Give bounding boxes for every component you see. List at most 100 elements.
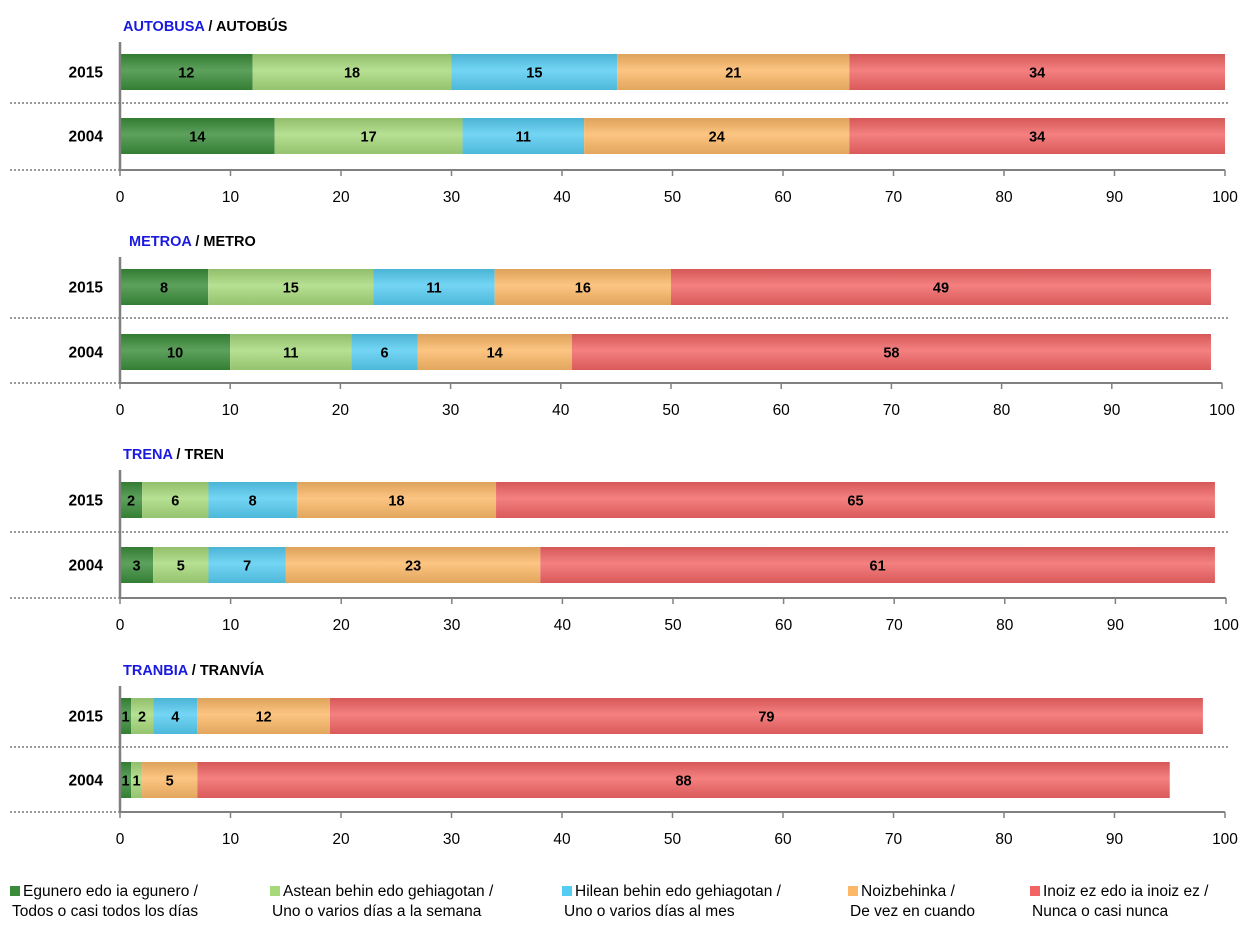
chart-title: TRENA / TREN <box>123 447 224 463</box>
bar-segment-egunero <box>120 762 132 798</box>
data-label: 6 <box>171 494 179 510</box>
x-tick-label: 90 <box>1103 402 1121 419</box>
x-tick-label: 20 <box>332 402 350 419</box>
data-label: 12 <box>256 710 272 726</box>
x-tick-label: 0 <box>116 617 125 634</box>
category-label: 2004 <box>69 129 104 146</box>
bar-segment-egunero <box>120 54 253 90</box>
data-label: 24 <box>709 130 725 146</box>
data-label: 79 <box>758 710 774 726</box>
data-label: 7 <box>243 559 251 575</box>
data-label: 4 <box>171 710 179 726</box>
square-swatch-icon <box>562 886 572 896</box>
legend-text-line-1: Egunero edo ia egunero / <box>23 883 198 900</box>
x-tick-label: 60 <box>773 402 791 419</box>
chart-title-eu: TRENA <box>123 447 173 463</box>
x-tick-label: 50 <box>664 617 682 634</box>
data-label: 15 <box>283 281 299 297</box>
bar-segment-egunero <box>120 698 132 734</box>
chart-title-separator: / <box>191 234 203 250</box>
x-tick-label: 30 <box>443 617 461 634</box>
chart-title-es: TRANVÍA <box>200 662 265 679</box>
x-tick-label: 60 <box>774 831 792 848</box>
bar-segment-hilean <box>208 547 286 583</box>
x-tick-label: 10 <box>222 831 240 848</box>
bar-segment-inoiz <box>540 547 1215 583</box>
bar-segment-hilean <box>373 269 495 305</box>
data-label: 14 <box>189 130 205 146</box>
chart-title-separator: / <box>204 19 216 35</box>
chart-title-es: METRO <box>203 234 255 250</box>
category-label: 2015 <box>69 280 104 297</box>
x-tick-label: 40 <box>553 831 571 848</box>
bar-segment-astean <box>208 269 374 305</box>
bar-segment-noizbehinka <box>617 54 850 90</box>
chart-title-eu: METROA <box>129 234 192 250</box>
chart-title-separator: / <box>188 663 200 679</box>
bar-segment-inoiz <box>329 698 1203 734</box>
x-tick-label: 0 <box>116 831 125 848</box>
bar-segment-inoiz <box>849 54 1225 90</box>
bar-segment-astean <box>252 54 452 90</box>
data-label: 10 <box>167 346 183 362</box>
x-tick-label: 70 <box>885 831 903 848</box>
x-tick-label: 30 <box>443 831 461 848</box>
chart-title-es: AUTOBÚS <box>216 17 288 35</box>
legend: Egunero edo ia egunero / Todos o casi tod… <box>0 882 1246 927</box>
x-tick-label: 0 <box>116 189 125 206</box>
x-tick-label: 80 <box>993 402 1011 419</box>
legend-text-line-1: Hilean behin edo gehiagotan / <box>575 883 781 900</box>
bar-segment-inoiz <box>849 118 1225 154</box>
square-swatch-icon <box>1030 886 1040 896</box>
category-label: 2004 <box>69 345 104 362</box>
x-tick-label: 50 <box>662 402 680 419</box>
x-tick-label: 90 <box>1106 189 1124 206</box>
legend-line-1: Inoiz ez edo ia inoiz ez / <box>1030 882 1208 902</box>
legend-text-line-1: Inoiz ez edo ia inoiz ez / <box>1043 883 1209 900</box>
legend-text-line-2: Uno o varios días a la semana <box>272 903 482 920</box>
bar-segment-egunero <box>120 118 275 154</box>
bar-segment-egunero <box>120 547 154 583</box>
x-tick-label: 60 <box>774 189 792 206</box>
data-label: 61 <box>870 559 886 575</box>
x-tick-label: 40 <box>554 617 572 634</box>
bar-segment-inoiz <box>197 762 1170 798</box>
legend-text-line-2: De vez en cuando <box>850 903 975 920</box>
x-tick-label: 40 <box>552 402 570 419</box>
chart-title-separator: / <box>172 447 184 463</box>
data-label: 14 <box>487 346 503 362</box>
category-label: 2004 <box>69 773 104 790</box>
x-tick-label: 90 <box>1107 617 1125 634</box>
chart-title: METROA / METRO <box>129 234 256 250</box>
bar-segment-hilean <box>208 482 297 518</box>
square-swatch-icon <box>848 886 858 896</box>
x-tick-label: 10 <box>222 617 240 634</box>
data-label: 15 <box>526 66 542 82</box>
data-label: 58 <box>883 346 899 362</box>
x-tick-label: 100 <box>1213 617 1239 634</box>
data-label: 65 <box>847 494 863 510</box>
legend-item-hilean: Hilean behin edo gehiagotan / Uno o vario… <box>562 882 781 922</box>
x-tick-label: 10 <box>222 402 240 419</box>
x-tick-label: 20 <box>333 617 351 634</box>
bar-segment-noizbehinka <box>197 698 330 734</box>
legend-text-line-2: Todos o casi todos los días <box>12 903 199 920</box>
x-tick-label: 90 <box>1106 831 1124 848</box>
x-tick-label: 30 <box>443 189 461 206</box>
chart-panel-autobusa: AUTOBUSA / AUTOBÚS 2015 12 18 15 21 34 2004 14 17… <box>10 17 1238 206</box>
bar-segment-noizbehinka <box>417 334 572 370</box>
data-label: 12 <box>178 66 194 82</box>
bar-segment-noizbehinka <box>296 482 497 518</box>
x-tick-label: 0 <box>116 402 125 419</box>
square-swatch-icon <box>10 886 20 896</box>
x-tick-label: 20 <box>332 831 350 848</box>
data-label: 3 <box>133 559 141 575</box>
legend-item-egunero: Egunero edo ia egunero / Todos o casi tod… <box>10 882 198 922</box>
chart-panel-trena: TRENA / TREN 2015 2 6 8 18 65 2004 3 5 7 23 61 0 10 20 3… <box>10 447 1239 634</box>
x-tick-label: 20 <box>332 189 350 206</box>
square-swatch-icon <box>270 886 280 896</box>
x-tick-label: 10 <box>222 189 240 206</box>
bar-segment-astean <box>230 334 352 370</box>
x-tick-label: 60 <box>775 617 793 634</box>
